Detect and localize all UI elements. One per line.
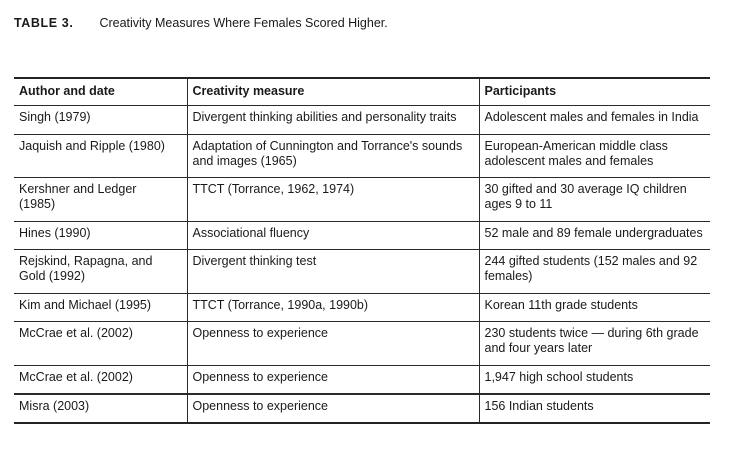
table-row: Singh (1979) Divergent thinking abilitie… xyxy=(14,105,710,135)
table-row: Hines (1990) Associational fluency 52 ma… xyxy=(14,221,710,251)
table-row: Jaquish and Ripple (1980) Adaptation of … xyxy=(14,134,710,179)
column-header-author: Author and date xyxy=(14,78,187,107)
measure-cell: Divergent thinking test xyxy=(186,249,479,294)
author-cell: Misra (2003) xyxy=(14,393,187,424)
table-row: Rejskind, Rapagna, and Gold (1992) Diver… xyxy=(14,249,710,294)
author-cell: Hines (1990) xyxy=(14,221,187,251)
table-caption: TABLE 3. Creativity Measures Where Female… xyxy=(14,16,388,31)
author-cell: McCrae et al. (2002) xyxy=(14,321,187,366)
table-row: Kershner and Ledger (1985) TTCT (Torranc… xyxy=(14,177,710,222)
participants-cell: 156 Indian students xyxy=(478,393,710,424)
participants-cell: 30 gifted and 30 average IQ children age… xyxy=(478,177,710,222)
table-row: Misra (2003) Openness to experience 156 … xyxy=(14,393,710,424)
measure-cell: TTCT (Torrance, 1990a, 1990b) xyxy=(186,293,479,322)
participants-cell: European-American middle class adolescen… xyxy=(478,134,710,179)
measure-cell: TTCT (Torrance, 1962, 1974) xyxy=(186,177,479,222)
participants-cell: Korean 11th grade students xyxy=(478,293,710,322)
results-table: Author and date Creativity measure Parti… xyxy=(14,77,710,425)
author-cell: Singh (1979) xyxy=(14,105,187,135)
author-cell: Kershner and Ledger (1985) xyxy=(14,177,187,222)
measure-cell: Divergent thinking abilities and persona… xyxy=(186,105,479,135)
participants-cell: 230 students twice — during 6th grade an… xyxy=(478,321,710,366)
table-row: Kim and Michael (1995) TTCT (Torrance, 1… xyxy=(14,293,710,322)
table-caption-label: TABLE 3. xyxy=(14,16,74,30)
participants-cell: Adolescent males and females in India xyxy=(478,105,710,135)
author-cell: Jaquish and Ripple (1980) xyxy=(14,134,187,179)
author-cell: McCrae et al. (2002) xyxy=(14,365,187,395)
measure-cell: Openness to experience xyxy=(186,365,479,395)
participants-cell: 1,947 high school students xyxy=(478,365,710,395)
participants-cell: 52 male and 89 female undergraduates xyxy=(478,221,710,251)
measure-cell: Adaptation of Cunnington and Torrance's … xyxy=(186,134,479,179)
measure-cell: Openness to experience xyxy=(186,393,479,424)
measure-cell: Associational fluency xyxy=(186,221,479,251)
table-header-row: Author and date Creativity measure Parti… xyxy=(14,78,710,107)
table-row: McCrae et al. (2002) Openness to experie… xyxy=(14,365,710,395)
participants-cell: 244 gifted students (152 males and 92 fe… xyxy=(478,249,710,294)
table-row: McCrae et al. (2002) Openness to experie… xyxy=(14,321,710,366)
column-header-measure: Creativity measure xyxy=(186,78,479,107)
measure-cell: Openness to experience xyxy=(186,321,479,366)
author-cell: Kim and Michael (1995) xyxy=(14,293,187,322)
author-cell: Rejskind, Rapagna, and Gold (1992) xyxy=(14,249,187,294)
column-header-participants: Participants xyxy=(478,78,710,107)
table-caption-title: Creativity Measures Where Females Scored… xyxy=(99,16,388,30)
